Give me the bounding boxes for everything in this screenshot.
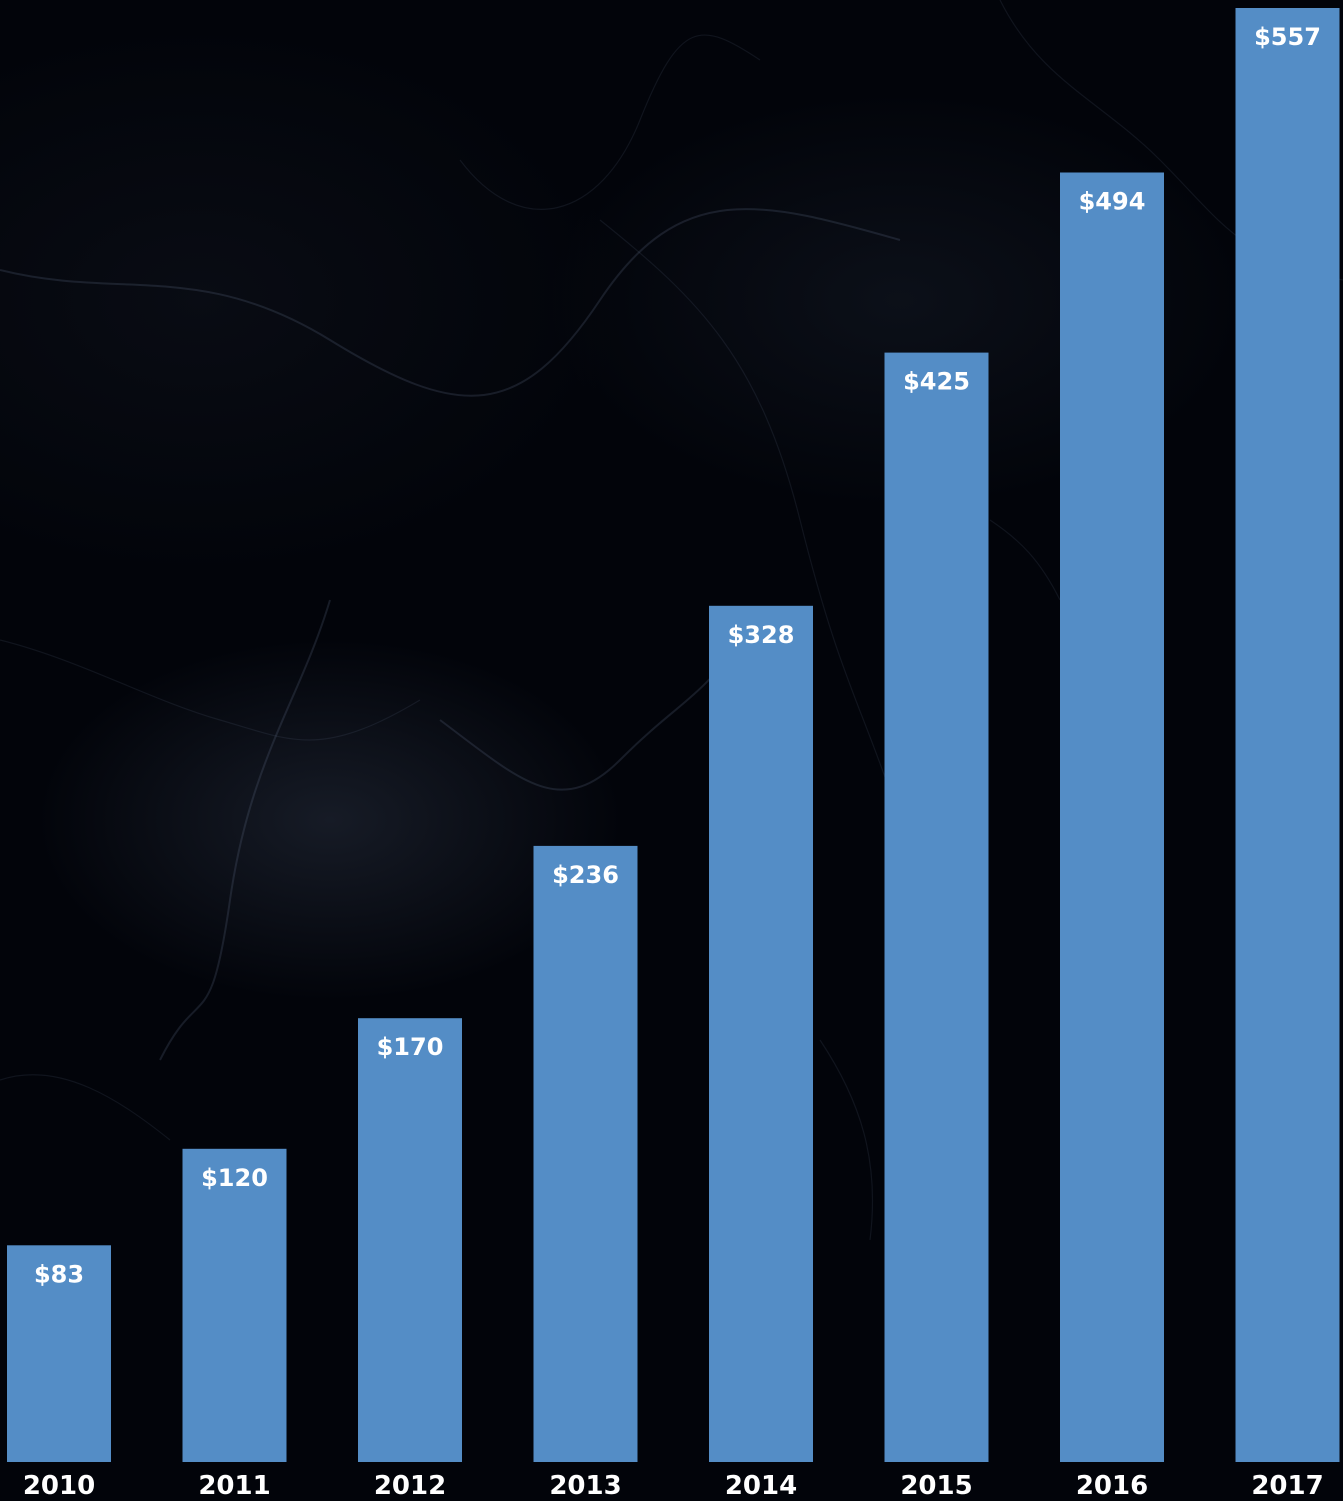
value-label-2013: $236 bbox=[552, 861, 619, 889]
x-tick-2017: 2017 bbox=[1251, 1471, 1323, 1501]
marble-texture bbox=[0, 0, 1343, 1241]
x-tick-2010: 2010 bbox=[23, 1471, 95, 1501]
value-label-2015: $425 bbox=[903, 368, 970, 396]
x-tick-2014: 2014 bbox=[725, 1471, 797, 1501]
bar-2016 bbox=[1060, 172, 1164, 1462]
bar-2015 bbox=[884, 352, 989, 1463]
value-label-2011: $120 bbox=[201, 1164, 268, 1192]
value-label-2017: $557 bbox=[1254, 23, 1321, 51]
bar-2010 bbox=[7, 1245, 111, 1462]
bar-2012 bbox=[358, 1018, 462, 1462]
x-tick-labels-group: 2010 2011 2012 2013 2014 2015 2016 2017 bbox=[23, 1471, 1324, 1501]
bar-2014 bbox=[709, 605, 813, 1462]
value-labels-group: $83 $120 $170 $236 $328 $425 $494 $557 bbox=[34, 23, 1321, 1288]
bars-group bbox=[7, 8, 1340, 1463]
bar-2013 bbox=[533, 845, 638, 1462]
value-label-2012: $170 bbox=[377, 1033, 444, 1061]
x-tick-2016: 2016 bbox=[1076, 1471, 1148, 1501]
x-tick-2015: 2015 bbox=[900, 1471, 972, 1501]
x-tick-2011: 2011 bbox=[198, 1471, 270, 1501]
value-label-2016: $494 bbox=[1079, 188, 1146, 216]
x-tick-2013: 2013 bbox=[549, 1471, 621, 1501]
bar-2011 bbox=[182, 1148, 287, 1462]
x-tick-2012: 2012 bbox=[374, 1471, 446, 1501]
value-label-2014: $328 bbox=[728, 621, 795, 649]
value-label-2010: $83 bbox=[34, 1260, 84, 1288]
bar-2017 bbox=[1235, 8, 1340, 1462]
